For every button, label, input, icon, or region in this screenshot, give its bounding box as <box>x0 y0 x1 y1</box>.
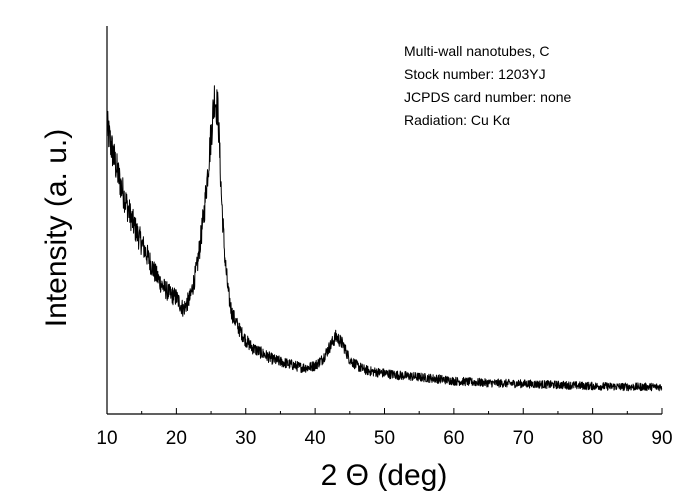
x-tick-label-50: 50 <box>374 428 395 449</box>
x-tick-label-10: 10 <box>96 428 117 449</box>
series-line-xrd-pattern <box>106 85 663 392</box>
x-axis-label: 2 Θ (deg) <box>321 459 448 492</box>
x-tick-labels: 10 20 30 40 50 60 70 80 90 <box>96 428 672 449</box>
annotation-line-4: Radiation: Cu Kα <box>404 112 510 128</box>
annotation-line-2: Stock number: 1203YJ <box>404 66 546 82</box>
x-ticks <box>106 408 663 414</box>
x-tick-label-80: 80 <box>582 428 603 449</box>
annotation-block: Multi-wall nanotubes, C Stock number: 12… <box>404 43 572 128</box>
annotation-line-3: JCPDS card number: none <box>404 89 572 105</box>
y-axis-label: Intensity (a. u.) <box>40 129 73 327</box>
x-tick-label-90: 90 <box>651 428 672 449</box>
x-tick-label-30: 30 <box>235 428 256 449</box>
x-tick-label-70: 70 <box>513 428 534 449</box>
x-tick-label-20: 20 <box>166 428 187 449</box>
x-tick-label-40: 40 <box>305 428 326 449</box>
annotation-line-1: Multi-wall nanotubes, C <box>404 43 550 59</box>
plot-frame <box>106 26 662 415</box>
x-tick-label-60: 60 <box>443 428 464 449</box>
